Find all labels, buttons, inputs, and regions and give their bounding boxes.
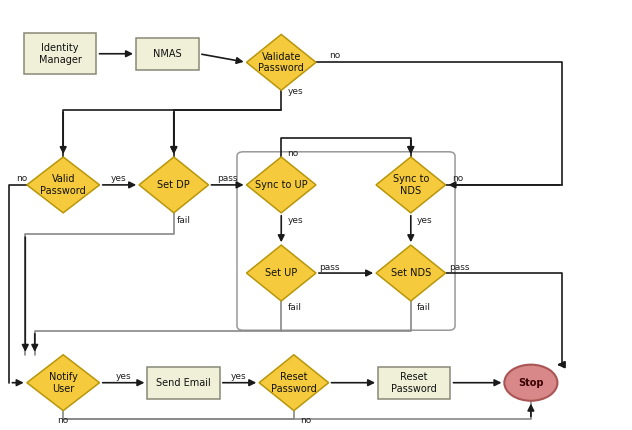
Text: yes: yes (111, 175, 126, 183)
Text: fail: fail (417, 303, 431, 312)
Text: Set NDS: Set NDS (391, 268, 431, 278)
Polygon shape (27, 355, 99, 411)
Polygon shape (376, 245, 446, 301)
Text: fail: fail (288, 303, 301, 312)
Text: no: no (288, 149, 299, 158)
Text: no: no (300, 416, 312, 425)
Polygon shape (376, 157, 446, 213)
Text: Sync to
NDS: Sync to NDS (392, 174, 429, 196)
Text: no: no (452, 175, 463, 183)
Text: pass: pass (319, 263, 339, 272)
Text: yes: yes (231, 372, 246, 381)
Text: Set UP: Set UP (265, 268, 298, 278)
Polygon shape (246, 245, 316, 301)
FancyBboxPatch shape (23, 34, 96, 74)
Text: Identity
Manager: Identity Manager (39, 43, 82, 64)
Text: yes: yes (116, 372, 131, 381)
Text: Send Email: Send Email (156, 378, 210, 388)
Polygon shape (259, 355, 329, 411)
Text: Reset
Password: Reset Password (391, 372, 437, 393)
Text: yes: yes (288, 216, 303, 224)
Text: yes: yes (417, 216, 433, 224)
Text: Notify
User: Notify User (49, 372, 78, 393)
FancyBboxPatch shape (377, 366, 450, 399)
Polygon shape (246, 34, 316, 90)
Text: no: no (329, 52, 340, 60)
Text: yes: yes (288, 87, 303, 96)
Text: Validate
Password: Validate Password (258, 52, 304, 73)
Text: Sync to UP: Sync to UP (255, 180, 308, 190)
Text: Set DP: Set DP (157, 180, 190, 190)
Text: pass: pass (217, 175, 238, 183)
Text: NMAS: NMAS (153, 49, 182, 59)
Text: Reset
Password: Reset Password (271, 372, 317, 393)
FancyBboxPatch shape (147, 366, 219, 399)
Text: no: no (58, 416, 69, 425)
Text: fail: fail (177, 216, 191, 224)
Text: pass: pass (449, 263, 469, 272)
FancyBboxPatch shape (136, 38, 199, 70)
Circle shape (504, 365, 557, 401)
Text: no: no (16, 175, 27, 183)
Text: Stop: Stop (518, 378, 544, 388)
Text: Valid
Password: Valid Password (40, 174, 86, 196)
Polygon shape (139, 157, 209, 213)
Polygon shape (27, 157, 99, 213)
Polygon shape (246, 157, 316, 213)
